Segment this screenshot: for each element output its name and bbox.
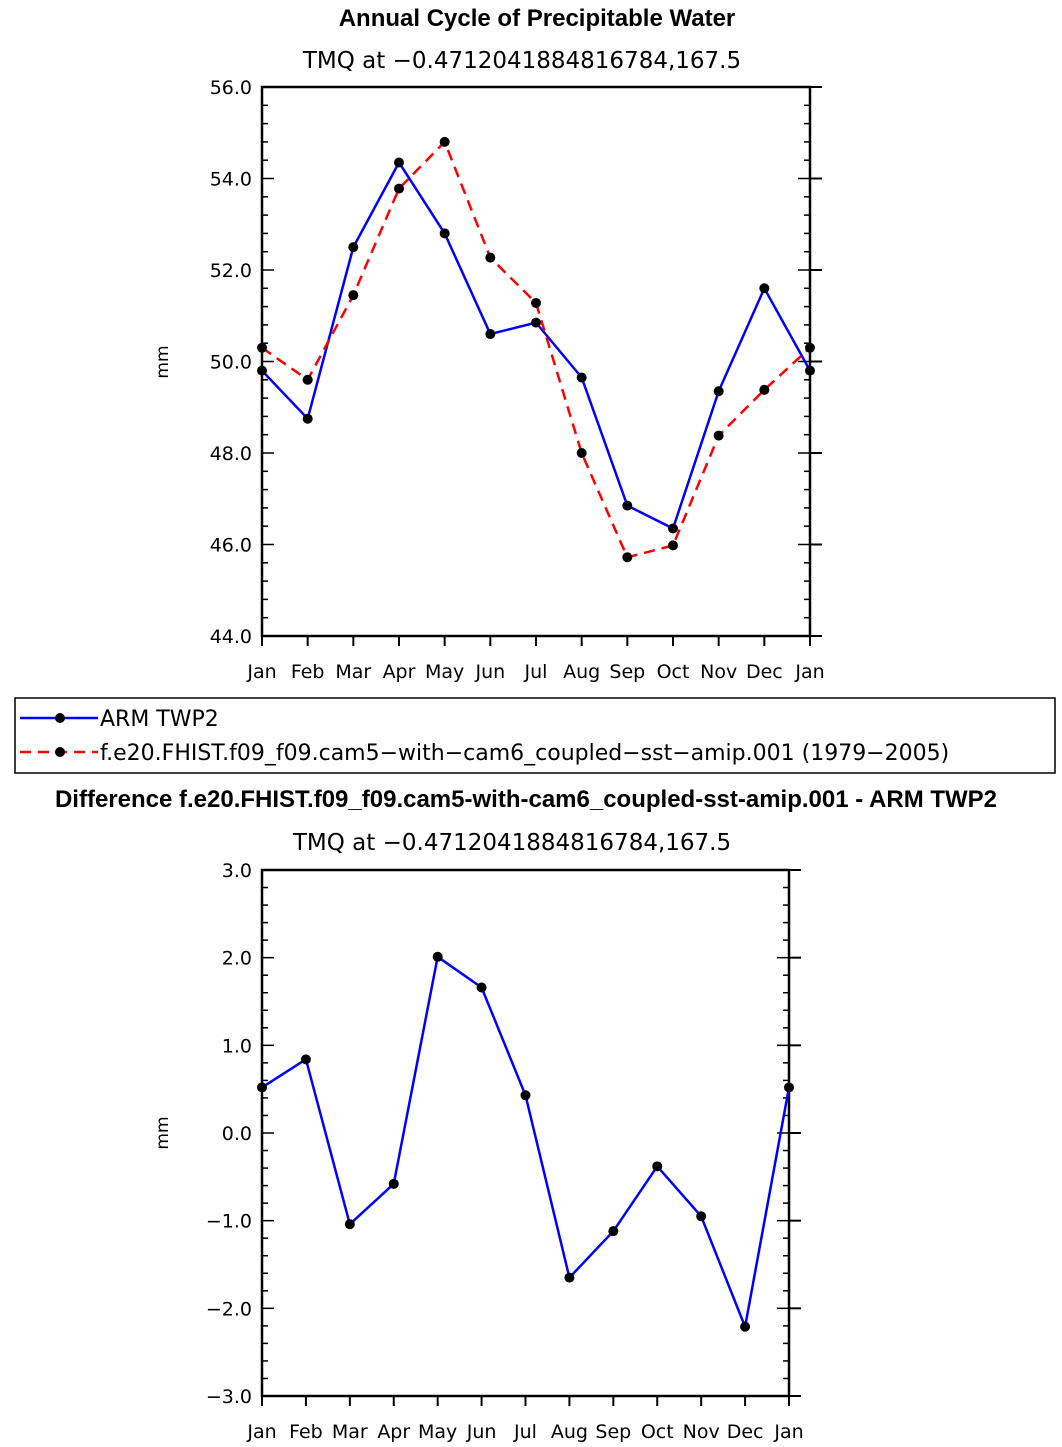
legend-marker-model xyxy=(55,747,65,757)
chart2-series-point-0 xyxy=(608,1226,619,1237)
chart1-xtick-label: Jul xyxy=(524,661,548,683)
chart1-series-point-0 xyxy=(713,386,724,397)
chart1-series-point-1 xyxy=(713,430,724,441)
chart1-series-point-0 xyxy=(302,413,313,424)
chart2-xtick-label: Feb xyxy=(289,1421,323,1443)
chart2-series-line-0 xyxy=(261,955,791,1328)
chart1-series-point-0 xyxy=(257,365,267,376)
chart1-series-line-0 xyxy=(261,161,812,530)
chart1-xtick-label: Jan xyxy=(794,661,824,683)
chart1-series-point-1 xyxy=(622,552,633,563)
chart1-title: Annual Cycle of Precipitable Water xyxy=(339,5,736,32)
chart1-plot: 44.0 46.0 48.0 50.0 52.0 54.0 56.0 Jan Feb Mar Apr… xyxy=(210,77,825,683)
chart2-frame xyxy=(260,868,791,1398)
chart1-series-point-0 xyxy=(805,365,815,376)
chart1-series-point-1 xyxy=(439,136,450,147)
chart2-series-point-0 xyxy=(257,1082,267,1093)
chart1-series-point-0 xyxy=(576,372,587,383)
chart1-ytick-label: 46.0 xyxy=(210,535,252,557)
chart1-xtick-label: Jan xyxy=(246,661,276,683)
chart1-series-point-0 xyxy=(485,329,496,340)
chart1-series-point-1 xyxy=(805,342,815,353)
chart2-xtick-label: Mar xyxy=(332,1421,368,1443)
chart1-series-point-0 xyxy=(622,500,633,511)
legend-marker-arm xyxy=(55,713,65,723)
chart2-xtick-label: Aug xyxy=(551,1421,588,1443)
chart2-xtick-label: Jan xyxy=(773,1421,803,1443)
chart1-series-point-0 xyxy=(531,317,541,328)
chart2-xtick-label: Apr xyxy=(377,1421,410,1443)
chart2-ytick-label: 3.0 xyxy=(222,860,252,882)
chart2-ytick-label: −2.0 xyxy=(206,1298,252,1320)
chart2-ytick-label: 0.0 xyxy=(222,1123,252,1145)
chart1-series-point-1 xyxy=(668,540,678,551)
chart2-ytick-label: 2.0 xyxy=(222,948,252,970)
chart1-xtick-label: Aug xyxy=(563,661,600,683)
chart2-series-point-0 xyxy=(300,1054,311,1065)
chart2-title: Difference f.e20.FHIST.f09_f09.cam5-with… xyxy=(55,786,997,813)
chart1-series-point-1 xyxy=(257,342,267,353)
chart2-xtick-label: Oct xyxy=(641,1421,674,1443)
chart1-series-point-1 xyxy=(348,290,359,301)
chart1-xtick-label: Mar xyxy=(335,661,371,683)
chart2-ytick-label: −1.0 xyxy=(206,1211,252,1233)
chart2-series-point-0 xyxy=(696,1211,707,1222)
chart1-series-point-1 xyxy=(531,297,541,308)
chart2-xtick-label: Jun xyxy=(466,1421,497,1443)
chart2-subtitle: TMQ at −0.4712041884816784,167.5 xyxy=(292,830,731,856)
chart2-ylabel: mm xyxy=(153,1116,173,1149)
chart1-series-point-0 xyxy=(439,228,450,239)
chart2-xtick-label: Sep xyxy=(595,1421,631,1443)
chart1-frame xyxy=(260,85,812,638)
chart2-plot: −3.0 −2.0 −1.0 0.0 1.0 2.0 3.0 Jan Feb Mar Apr May J… xyxy=(206,860,804,1443)
chart1-xtick-label: Apr xyxy=(383,661,416,683)
chart1-ytick-label: 44.0 xyxy=(210,626,252,648)
chart1-series-point-0 xyxy=(348,242,359,253)
chart2-xtick-label: Nov xyxy=(683,1421,720,1443)
chart2-series-point-0 xyxy=(520,1090,531,1101)
chart2-series-point-0 xyxy=(476,982,487,993)
chart1-xtick-label: Dec xyxy=(746,661,783,683)
chart1-series-point-0 xyxy=(668,523,678,534)
chart1-series-point-0 xyxy=(759,283,770,294)
chart1-xtick-label: May xyxy=(425,661,464,683)
chart1-xtick-label: Feb xyxy=(291,661,325,683)
chart1-series-point-1 xyxy=(759,384,770,395)
chart1-series-point-1 xyxy=(485,252,496,263)
chart2-ytick-label: 1.0 xyxy=(222,1035,252,1057)
chart1-ytick-label: 52.0 xyxy=(210,260,252,282)
chart1-ytick-label: 56.0 xyxy=(210,77,252,99)
legend: ARM TWP2 f.e20.FHIST.f09_f09.cam5−with−c… xyxy=(14,697,1056,774)
chart1-xtick-label: Nov xyxy=(700,661,737,683)
chart1-xtick-label: Oct xyxy=(657,661,690,683)
chart2-series-point-0 xyxy=(432,951,443,962)
legend-label-model: f.e20.FHIST.f09_f09.cam5−with−cam6_coupl… xyxy=(100,741,949,766)
chart1-subtitle: TMQ at −0.4712041884816784,167.5 xyxy=(302,48,741,74)
chart2-series-point-0 xyxy=(652,1161,663,1172)
chart1-series-point-1 xyxy=(576,448,587,458)
chart1-ytick-label: 50.0 xyxy=(210,352,252,374)
chart2-series-point-0 xyxy=(784,1082,794,1093)
chart1-xtick-label: Sep xyxy=(609,661,645,683)
chart1-series-point-1 xyxy=(302,374,313,385)
chart2-series-point-0 xyxy=(740,1321,751,1332)
chart2-series-point-0 xyxy=(564,1272,575,1283)
legend-box xyxy=(14,697,1056,774)
chart2-xtick-label: Dec xyxy=(727,1421,764,1443)
chart1-ytick-label: 48.0 xyxy=(210,443,252,465)
chart2-xtick-label: Jan xyxy=(246,1421,276,1443)
legend-label-arm: ARM TWP2 xyxy=(100,707,219,732)
chart2-xtick-label: May xyxy=(418,1421,457,1443)
chart1-series-point-1 xyxy=(394,183,404,194)
chart2-ytick-label: −3.0 xyxy=(206,1386,252,1408)
chart1-xtick-label: Jun xyxy=(474,661,505,683)
chart2-series-point-0 xyxy=(344,1219,355,1230)
chart1-ylabel: mm xyxy=(153,345,173,378)
chart2-series-point-0 xyxy=(388,1178,399,1189)
chart1-series-point-0 xyxy=(394,157,404,168)
chart1-series-line-1 xyxy=(261,140,811,559)
chart1-ytick-label: 54.0 xyxy=(210,169,252,191)
chart2-xtick-label: Jul xyxy=(513,1421,537,1443)
